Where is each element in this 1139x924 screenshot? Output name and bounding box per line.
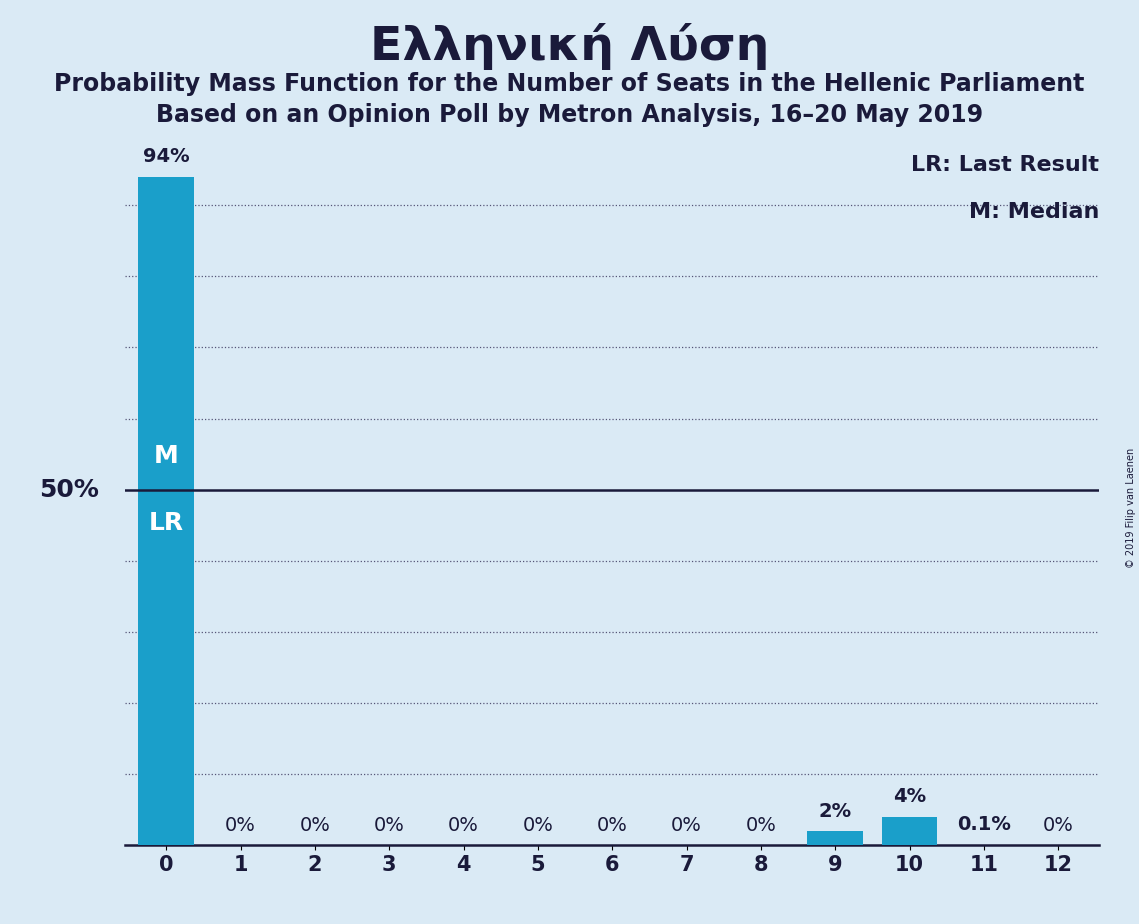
Text: 50%: 50% xyxy=(40,478,99,502)
Text: M: M xyxy=(154,444,179,468)
Text: © 2019 Filip van Laenen: © 2019 Filip van Laenen xyxy=(1126,448,1136,568)
Bar xyxy=(808,832,863,845)
Text: 0.1%: 0.1% xyxy=(957,815,1010,834)
Text: 0%: 0% xyxy=(671,816,702,834)
Bar xyxy=(882,817,937,845)
Text: 94%: 94% xyxy=(142,147,189,166)
Text: LR: Last Result: LR: Last Result xyxy=(911,155,1099,176)
Text: 4%: 4% xyxy=(893,787,926,807)
Text: 0%: 0% xyxy=(745,816,777,834)
Text: 0%: 0% xyxy=(523,816,554,834)
Text: Probability Mass Function for the Number of Seats in the Hellenic Parliament: Probability Mass Function for the Number… xyxy=(55,72,1084,96)
Text: 0%: 0% xyxy=(374,816,404,834)
Text: M: Median: M: Median xyxy=(969,201,1099,222)
Text: 0%: 0% xyxy=(448,816,480,834)
Text: LR: LR xyxy=(148,511,183,535)
Text: Ελληνική Λύση: Ελληνική Λύση xyxy=(370,23,769,70)
Text: 0%: 0% xyxy=(597,816,628,834)
Text: 2%: 2% xyxy=(819,801,852,821)
Text: Based on an Opinion Poll by Metron Analysis, 16–20 May 2019: Based on an Opinion Poll by Metron Analy… xyxy=(156,103,983,128)
Text: 0%: 0% xyxy=(1043,816,1074,834)
Bar xyxy=(138,176,194,845)
Text: 0%: 0% xyxy=(226,816,256,834)
Text: 0%: 0% xyxy=(300,816,330,834)
